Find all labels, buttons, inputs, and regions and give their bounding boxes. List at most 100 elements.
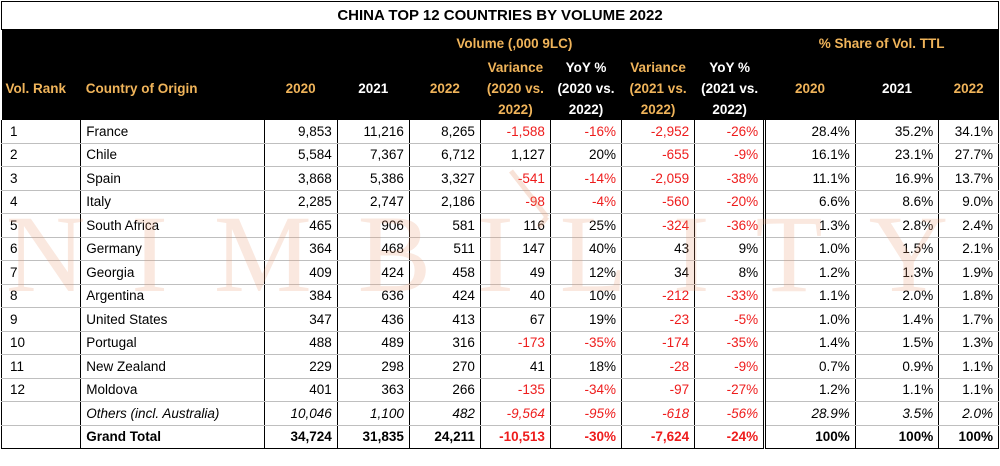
table-row: 4 Italy 2,285 2,747 2,186 -98 -4% -560 -20% 6.6% 8… — [0, 190, 999, 214]
cell-yoy1: -34% — [549, 378, 623, 402]
table-row: 12 Moldova 401 363 266 -135 -34% -97 -27% 1.2% 1.1… — [0, 378, 999, 402]
table-title: CHINA TOP 12 COUNTRIES BY VOLUME 2022 — [1, 1, 999, 30]
cell-s2021: 1.5% — [854, 331, 940, 355]
table-row: 9 United States 347 436 413 67 19% -23 -5% 1.0% 1.… — [0, 307, 999, 332]
cell-v2022: 266 — [408, 378, 481, 402]
cell-v2021: 298 — [336, 354, 410, 379]
cell-var1: -10,513 — [479, 424, 551, 449]
cell-v2020: 409 — [263, 260, 338, 285]
cell-rank: 2 — [0, 143, 82, 167]
cell-var2: -212 — [620, 284, 696, 308]
cell-s2021: 35.2% — [854, 120, 940, 144]
table-row: 8 Argentina 384 636 424 40 10% -212 -33% 1.1% 2.0%… — [0, 284, 999, 308]
cell-country: Argentina — [80, 284, 265, 308]
cell-rank: 4 — [0, 190, 82, 214]
cell-s2020: 1.0% — [763, 307, 856, 332]
cell-var1: 49 — [479, 260, 551, 285]
cell-yoy2: -5% — [694, 307, 766, 332]
table-row: 11 New Zealand 229 298 270 41 18% -28 -9% 0.7% 0.9… — [0, 354, 999, 379]
table-row: 6 Germany 364 468 511 147 40% 43 9% 1.0% 1.5% 2.1% — [0, 237, 999, 261]
cell-v2021: 11,216 — [336, 120, 410, 144]
cell-s2022: 2.0% — [938, 401, 999, 426]
cell-s2020: 16.1% — [763, 143, 856, 167]
cell-v2020: 364 — [263, 237, 338, 261]
cell-v2022: 270 — [408, 354, 481, 379]
cell-v2022: 424 — [408, 284, 481, 308]
cell-var1: -173 — [479, 331, 551, 355]
rank-header: Vol. Rank — [5, 80, 67, 96]
cell-s2021: 8.6% — [854, 190, 940, 214]
table-row: 2 Chile 5,584 7,367 6,712 1,127 20% -655 -9% 16.1… — [0, 143, 999, 167]
country-volume-table: CHINA TOP 12 COUNTRIES BY VOLUME 2022 Vo… — [0, 1, 999, 449]
cell-s2021: 100% — [854, 424, 940, 449]
cell-var2: -97 — [620, 378, 696, 402]
cell-var2: -618 — [620, 401, 696, 426]
cell-v2021: 436 — [336, 307, 410, 332]
cell-s2020: 0.7% — [763, 354, 856, 379]
cell-yoy2: 9% — [694, 237, 766, 261]
cell-yoy1: -4% — [549, 190, 623, 214]
cell-v2022: 6,712 — [408, 143, 481, 167]
cell-yoy1: 18% — [549, 354, 623, 379]
cell-s2022: 27.7% — [938, 143, 999, 167]
table-row: 7 Georgia 409 424 458 49 12% 34 8% 1.2% 1.3% 1.9% — [0, 260, 999, 285]
cell-s2021: 1.5% — [854, 237, 940, 261]
cell-yoy2: -33% — [694, 284, 766, 308]
cell-v2021: 489 — [336, 331, 410, 355]
cell-s2022: 1.8% — [938, 284, 999, 308]
cell-var1: 116 — [479, 213, 551, 238]
cell-yoy1: -95% — [549, 401, 623, 426]
yoy-2021-header: YoY % (2021 vs. 2022) — [701, 59, 759, 117]
cell-s2022: 100% — [938, 424, 999, 449]
cell-yoy1: -35% — [549, 331, 623, 355]
cell-yoy2: -27% — [694, 378, 766, 402]
cell-v2022: 413 — [408, 307, 481, 332]
cell-var2: -7,624 — [620, 424, 696, 449]
cell-rank: 3 — [0, 166, 82, 191]
cell-var2: -174 — [620, 331, 696, 355]
cell-s2020: 6.6% — [763, 190, 856, 214]
cell-s2020: 28.9% — [763, 401, 856, 426]
cell-var1: 147 — [479, 237, 551, 261]
cell-yoy1: 20% — [549, 143, 623, 167]
table-row: 1 France 9,853 11,216 8,265 -1,588 -16% -2,952-… — [0, 120, 999, 144]
cell-s2020: 1.2% — [763, 378, 856, 402]
cell-var1: 1,127 — [479, 143, 551, 167]
share-2022-header: 2022 — [953, 80, 984, 96]
cell-rank: 8 — [0, 284, 82, 308]
cell-v2020: 384 — [263, 284, 338, 308]
grand-total-row: Grand Total 34,724 31,835 24,211 -10,513 -30%… — [0, 424, 999, 449]
cell-yoy2: -24% — [694, 424, 766, 449]
cell-country: Portugal — [80, 331, 265, 355]
others-row: Others (incl. Australia) 10,046 1,100 482 -9… — [0, 401, 999, 426]
table-row: 5 South Africa 465 906 581 116 25% -324 -36% 1.3%… — [0, 213, 999, 238]
cell-s2020: 11.1% — [763, 166, 856, 191]
cell-rank: 11 — [0, 354, 82, 379]
cell-rank: 7 — [0, 260, 82, 285]
cell-yoy1: 12% — [549, 260, 623, 285]
cell-rank: 10 — [0, 331, 82, 355]
cell-yoy2: -36% — [694, 213, 766, 238]
cell-v2022: 3,327 — [408, 166, 481, 191]
cell-var1: -1,588 — [479, 120, 551, 144]
volume-group-header: Volume (,000 9LC) — [456, 35, 573, 51]
country-header: Country of Origin — [85, 80, 198, 96]
cell-v2021: 468 — [336, 237, 410, 261]
cell-s2020: 1.4% — [763, 331, 856, 355]
cell-v2021: 7,367 — [336, 143, 410, 167]
cell-v2020: 10,046 — [263, 401, 338, 426]
cell-v2021: 5,386 — [336, 166, 410, 191]
cell-v2020: 465 — [263, 213, 338, 238]
cell-rank: 1 — [0, 120, 82, 144]
table-body: 1 France 9,853 11,216 8,265 -1,588 -16% -2,952-… — [0, 120, 999, 449]
cell-v2020: 2,285 — [263, 190, 338, 214]
cell-v2020: 229 — [263, 354, 338, 379]
cell-country: Chile — [80, 143, 265, 167]
year-2022-header: 2022 — [429, 80, 460, 96]
cell-yoy1: 10% — [549, 284, 623, 308]
cell-v2021: 1,100 — [336, 401, 410, 426]
share-2020-header: 2020 — [794, 80, 825, 96]
cell-s2022: 2.1% — [938, 237, 999, 261]
table-row: 3 Spain 3,868 5,386 3,327 -541 -14% -2,059 -38% 1… — [0, 166, 999, 191]
cell-yoy2: -56% — [694, 401, 766, 426]
